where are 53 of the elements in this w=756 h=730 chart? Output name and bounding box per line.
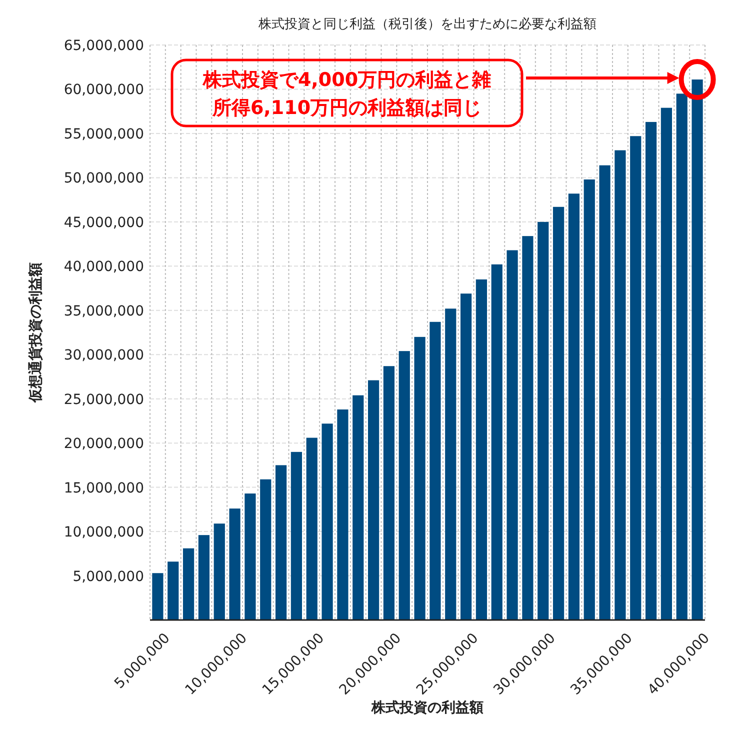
y-tick-label: 55,000,000 — [64, 126, 144, 142]
bar — [275, 465, 287, 620]
bar — [630, 136, 642, 620]
y-tick-label: 45,000,000 — [64, 214, 144, 231]
bar — [352, 395, 364, 620]
annotation: 株式投資で4,000万円の利益と雑所得6,110万円の利益額は同じ — [202, 69, 492, 119]
y-tick-label: 35,000,000 — [64, 303, 144, 320]
bar — [552, 206, 564, 620]
bar — [660, 108, 672, 620]
y-tick-label: 30,000,000 — [64, 348, 144, 364]
bar — [430, 322, 441, 620]
bar — [322, 424, 333, 620]
bar — [244, 494, 256, 620]
y-tick-label: 10,000,000 — [64, 524, 144, 541]
bar — [506, 250, 518, 620]
bar — [229, 508, 240, 620]
bar — [538, 222, 549, 620]
y-tick-label: 5,000,000 — [72, 568, 144, 585]
bar — [522, 236, 534, 620]
bar — [368, 380, 380, 620]
bar — [614, 150, 626, 620]
bar — [599, 165, 610, 620]
bar — [584, 179, 595, 620]
chart-title: 株式投資と同じ利益（税引後）を出すために必要な利益額 — [258, 17, 596, 32]
y-tick-label: 40,000,000 — [64, 259, 144, 276]
bar — [692, 80, 703, 620]
y-tick-label: 20,000,000 — [64, 436, 144, 452]
y-tick-label: 60,000,000 — [64, 82, 144, 98]
bar — [414, 336, 426, 620]
bar — [214, 524, 225, 620]
bar — [568, 194, 580, 620]
y-tick-label: 65,000,000 — [64, 38, 144, 54]
y-axis-title: 仮想通貨投資の利益額 — [27, 262, 44, 404]
bar — [260, 479, 272, 620]
y-tick-label: 25,000,000 — [64, 392, 144, 408]
bar — [445, 308, 456, 620]
bar — [476, 279, 488, 620]
bar — [168, 562, 179, 620]
y-tick-label: 50,000,000 — [64, 170, 144, 187]
bar — [398, 351, 410, 620]
bar — [198, 535, 210, 620]
bar — [491, 264, 502, 620]
bar — [383, 366, 395, 620]
bar — [306, 438, 318, 620]
bar — [182, 548, 194, 620]
bar — [337, 409, 348, 620]
x-axis-title: 株式投資の利益額 — [370, 699, 484, 716]
bar — [152, 573, 164, 620]
bar — [645, 122, 657, 620]
bar — [676, 94, 688, 620]
y-tick-label: 15,000,000 — [64, 480, 144, 496]
bar — [290, 452, 302, 620]
bar — [460, 294, 472, 620]
